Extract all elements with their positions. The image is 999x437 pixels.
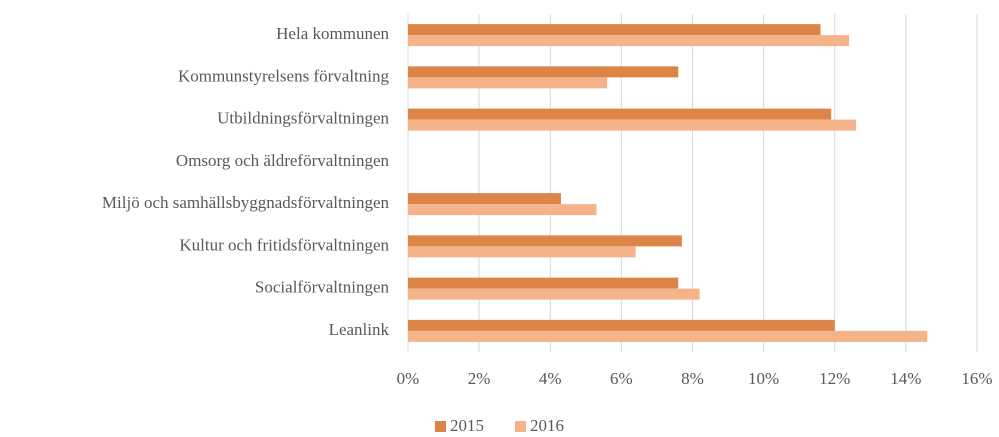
x-tick-label: 8% — [681, 369, 704, 388]
y-tick-label: Kultur och fritidsförvaltningen — [179, 235, 389, 254]
bar — [408, 35, 849, 47]
y-tick-label: Socialförvaltningen — [255, 278, 390, 297]
bar — [408, 108, 832, 120]
bar — [408, 24, 821, 36]
x-tick-label: 6% — [610, 369, 633, 388]
bar — [408, 235, 682, 247]
x-tick-label: 12% — [819, 369, 850, 388]
bar — [408, 246, 636, 258]
bar — [408, 119, 857, 131]
legend-label: 2015 — [450, 416, 484, 435]
x-tick-label: 10% — [748, 369, 779, 388]
y-tick-label: Omsorg och äldreförvaltningen — [176, 151, 390, 170]
x-tick-label: 16% — [961, 369, 992, 388]
y-tick-label: Miljö och samhällsbyggnadsförvaltningen — [102, 193, 390, 212]
y-tick-label: Hela kommunen — [276, 24, 389, 43]
x-tick-label: 4% — [539, 369, 562, 388]
bar — [408, 277, 679, 289]
bar — [408, 330, 928, 342]
legend-label: 2016 — [530, 416, 564, 435]
y-tick-label: Kommunstyrelsens förvaltning — [178, 66, 390, 85]
bar — [408, 77, 608, 89]
bar — [408, 288, 700, 300]
x-tick-label: 0% — [397, 369, 420, 388]
x-tick-label: 2% — [468, 369, 491, 388]
bar — [408, 319, 835, 331]
bar — [408, 193, 561, 205]
y-tick-label: Utbildningsförvaltningen — [217, 109, 389, 128]
bar — [408, 204, 597, 216]
x-tick-label: 14% — [890, 369, 921, 388]
bar — [408, 66, 679, 78]
legend-swatch — [515, 421, 526, 432]
y-tick-label: Leanlink — [329, 320, 390, 339]
legend-swatch — [435, 421, 446, 432]
